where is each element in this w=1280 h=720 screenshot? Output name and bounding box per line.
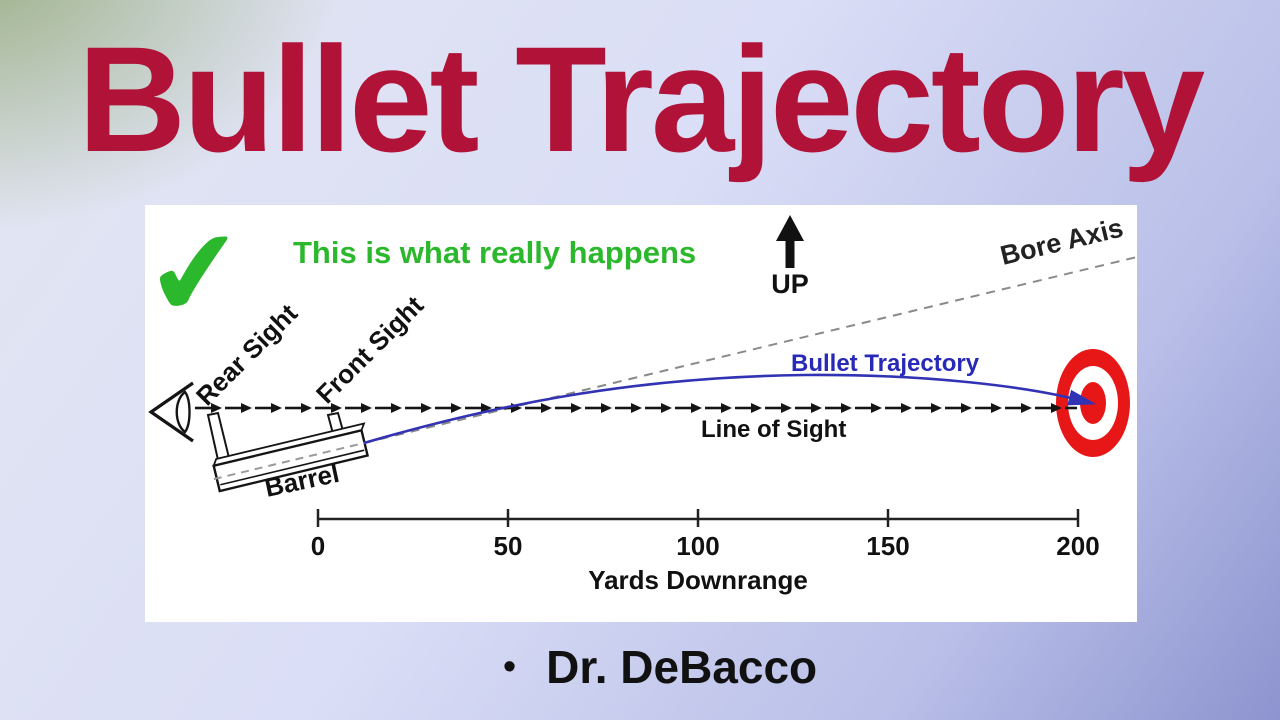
tick-label-100: 100 [676,531,719,561]
up-arrow-icon [776,215,804,268]
bullet-trajectory-label: Bullet Trajectory [791,350,980,377]
front-sight-label: Front Sight [310,290,429,409]
author-line: • Dr. DeBacco [0,632,1280,702]
barrel-icon [212,422,371,493]
up-label: UP [771,269,809,299]
bullet-trajectory-curve [363,373,1097,445]
bullet-point-icon: • [502,646,517,688]
line-of-sight-arrows [195,401,1077,415]
tick-label-50: 50 [494,531,523,561]
trajectory-diagram: ✔ This is what really happens UP Bore Ax… [139,199,1138,595]
page-title: Bullet Trajectory [77,15,1205,183]
author-name: Dr. DeBacco [546,641,818,693]
diagram-panel: ✔ This is what really happens UP Bore Ax… [139,199,1138,622]
caption-text: This is what really happens [293,235,696,270]
tick-label-0: 0 [311,531,325,561]
bore-axis-label: Bore Axis [997,212,1126,270]
line-of-sight-label: Line of Sight [701,416,846,443]
yards-scale: 0 50 100 150 200 Yards Downrange [311,509,1100,595]
tick-label-150: 150 [866,531,909,561]
tick-label-200: 200 [1056,531,1099,561]
checkmark-icon: ✔ [145,205,252,347]
eye-icon [148,381,194,443]
scale-axis-label: Yards Downrange [588,565,808,595]
